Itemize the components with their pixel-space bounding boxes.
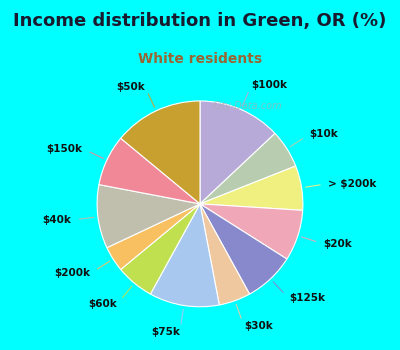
Wedge shape (200, 101, 275, 204)
Wedge shape (97, 184, 200, 248)
Wedge shape (200, 204, 250, 305)
Wedge shape (200, 133, 296, 204)
Wedge shape (200, 204, 303, 259)
Text: $125k: $125k (289, 293, 325, 303)
Text: $30k: $30k (244, 321, 273, 331)
Text: > $200k: > $200k (328, 178, 376, 189)
Text: Income distribution in Green, OR (%): Income distribution in Green, OR (%) (13, 12, 387, 30)
Text: City-Data.com: City-Data.com (213, 101, 282, 111)
Text: $50k: $50k (116, 82, 145, 92)
Wedge shape (121, 204, 200, 294)
Text: $10k: $10k (310, 130, 338, 139)
Text: $100k: $100k (252, 80, 288, 90)
Text: $200k: $200k (54, 268, 90, 278)
Text: $150k: $150k (47, 144, 83, 154)
Text: $20k: $20k (323, 239, 352, 249)
Wedge shape (107, 204, 200, 270)
Text: $75k: $75k (151, 327, 180, 337)
Text: White residents: White residents (138, 52, 262, 66)
Wedge shape (150, 204, 219, 307)
Wedge shape (200, 166, 303, 210)
Wedge shape (200, 204, 287, 294)
Text: $40k: $40k (42, 215, 71, 225)
Text: $60k: $60k (89, 299, 117, 309)
Wedge shape (99, 138, 200, 204)
Wedge shape (121, 101, 200, 204)
